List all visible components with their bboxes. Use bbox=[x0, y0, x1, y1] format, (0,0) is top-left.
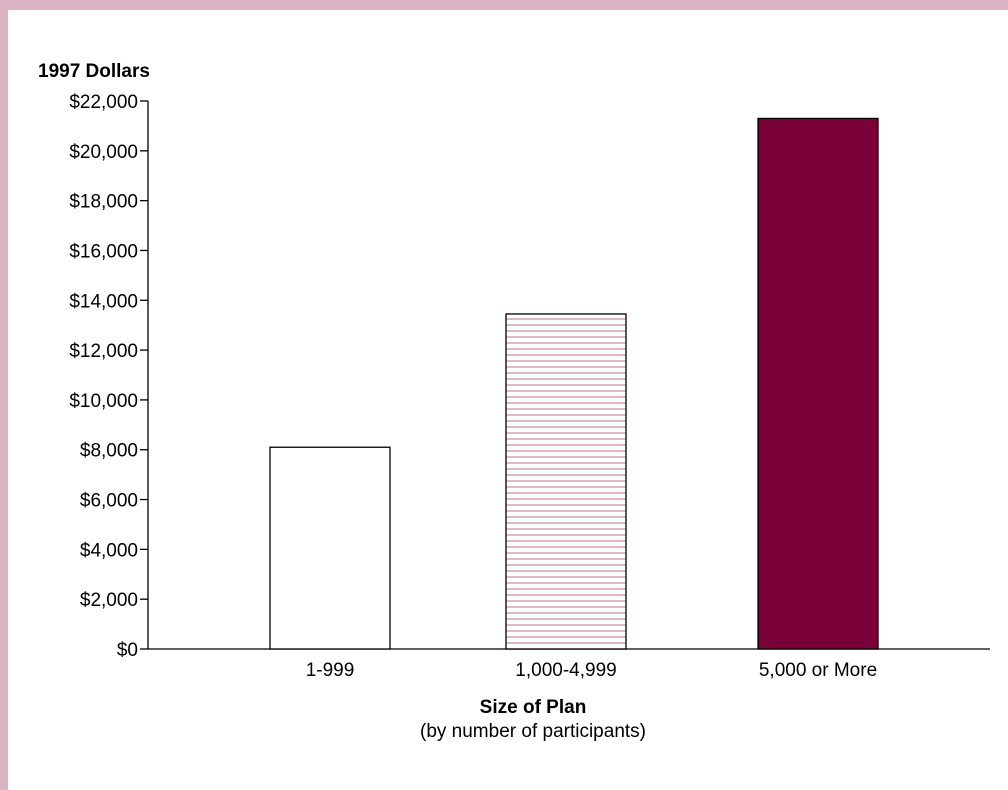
category-labels: 1-999 1,000-4,999 5,000 or More bbox=[306, 660, 877, 681]
x-axis-label: Size of Plan bbox=[480, 697, 587, 718]
x-tick-label: 5,000 or More bbox=[759, 660, 877, 681]
y-tick-label: $6,000 bbox=[80, 491, 138, 512]
x-axis-sublabel: (by number of participants) bbox=[420, 721, 646, 742]
bar-1 bbox=[269, 446, 391, 650]
bar-3 bbox=[757, 117, 879, 650]
bars bbox=[269, 117, 879, 650]
y-tick-label: $16,000 bbox=[69, 241, 138, 262]
y-axis: $0 $2,000 $4,000 $6,000 $8,000 $10,000 $12,000… bbox=[69, 92, 990, 661]
y-tick-label: $18,000 bbox=[69, 192, 138, 213]
x-tick-label: 1,000-4,999 bbox=[515, 660, 616, 681]
y-tick-label: $0 bbox=[117, 640, 138, 661]
bar-chart: 1997 Dollars $0$2,000$4,000$6,000$8,000$… bbox=[38, 61, 990, 742]
x-tick-label: 1-999 bbox=[306, 660, 355, 681]
y-tick-label: $14,000 bbox=[69, 291, 138, 312]
y-tick-label: $10,000 bbox=[69, 391, 138, 412]
bar-2 bbox=[505, 313, 627, 650]
y-tick-label: $2,000 bbox=[80, 590, 138, 611]
y-tick-label: $20,000 bbox=[69, 142, 138, 163]
y-tick-label: $4,000 bbox=[80, 540, 138, 561]
chart-frame: 1997 Dollars $0 $2,000 $4,000 $6,000 $8,000 $… bbox=[8, 10, 1008, 790]
y-tick-label: $22,000 bbox=[69, 92, 138, 113]
y-tick-label: $12,000 bbox=[69, 341, 138, 362]
y-axis-label: 1997 Dollars bbox=[38, 61, 150, 82]
y-tick-label: $8,000 bbox=[80, 441, 138, 462]
